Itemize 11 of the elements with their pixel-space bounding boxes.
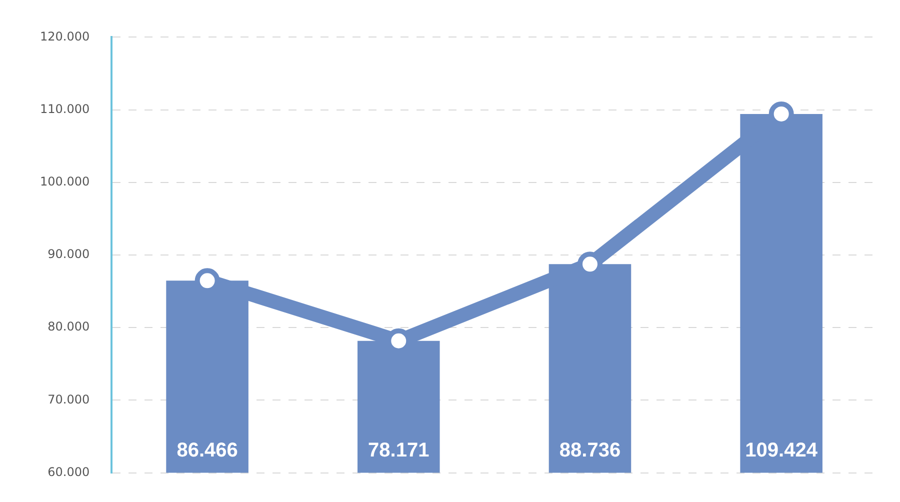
y-tick-label: 110.000 — [40, 102, 90, 116]
data-label: 78.171 — [368, 439, 430, 462]
data-label: 109.424 — [745, 439, 818, 462]
y-tick-label: 60.000 — [48, 464, 90, 479]
data-label: 88.736 — [559, 439, 621, 462]
y-tick-label: 120.000 — [40, 29, 90, 44]
y-tick-label: 90.000 — [48, 247, 90, 262]
y-tick-label: 80.000 — [48, 320, 90, 334]
y-tick-label: 70.000 — [48, 392, 90, 406]
data-label: 86.466 — [176, 439, 238, 462]
y-tick-label: 100.000 — [40, 174, 90, 189]
